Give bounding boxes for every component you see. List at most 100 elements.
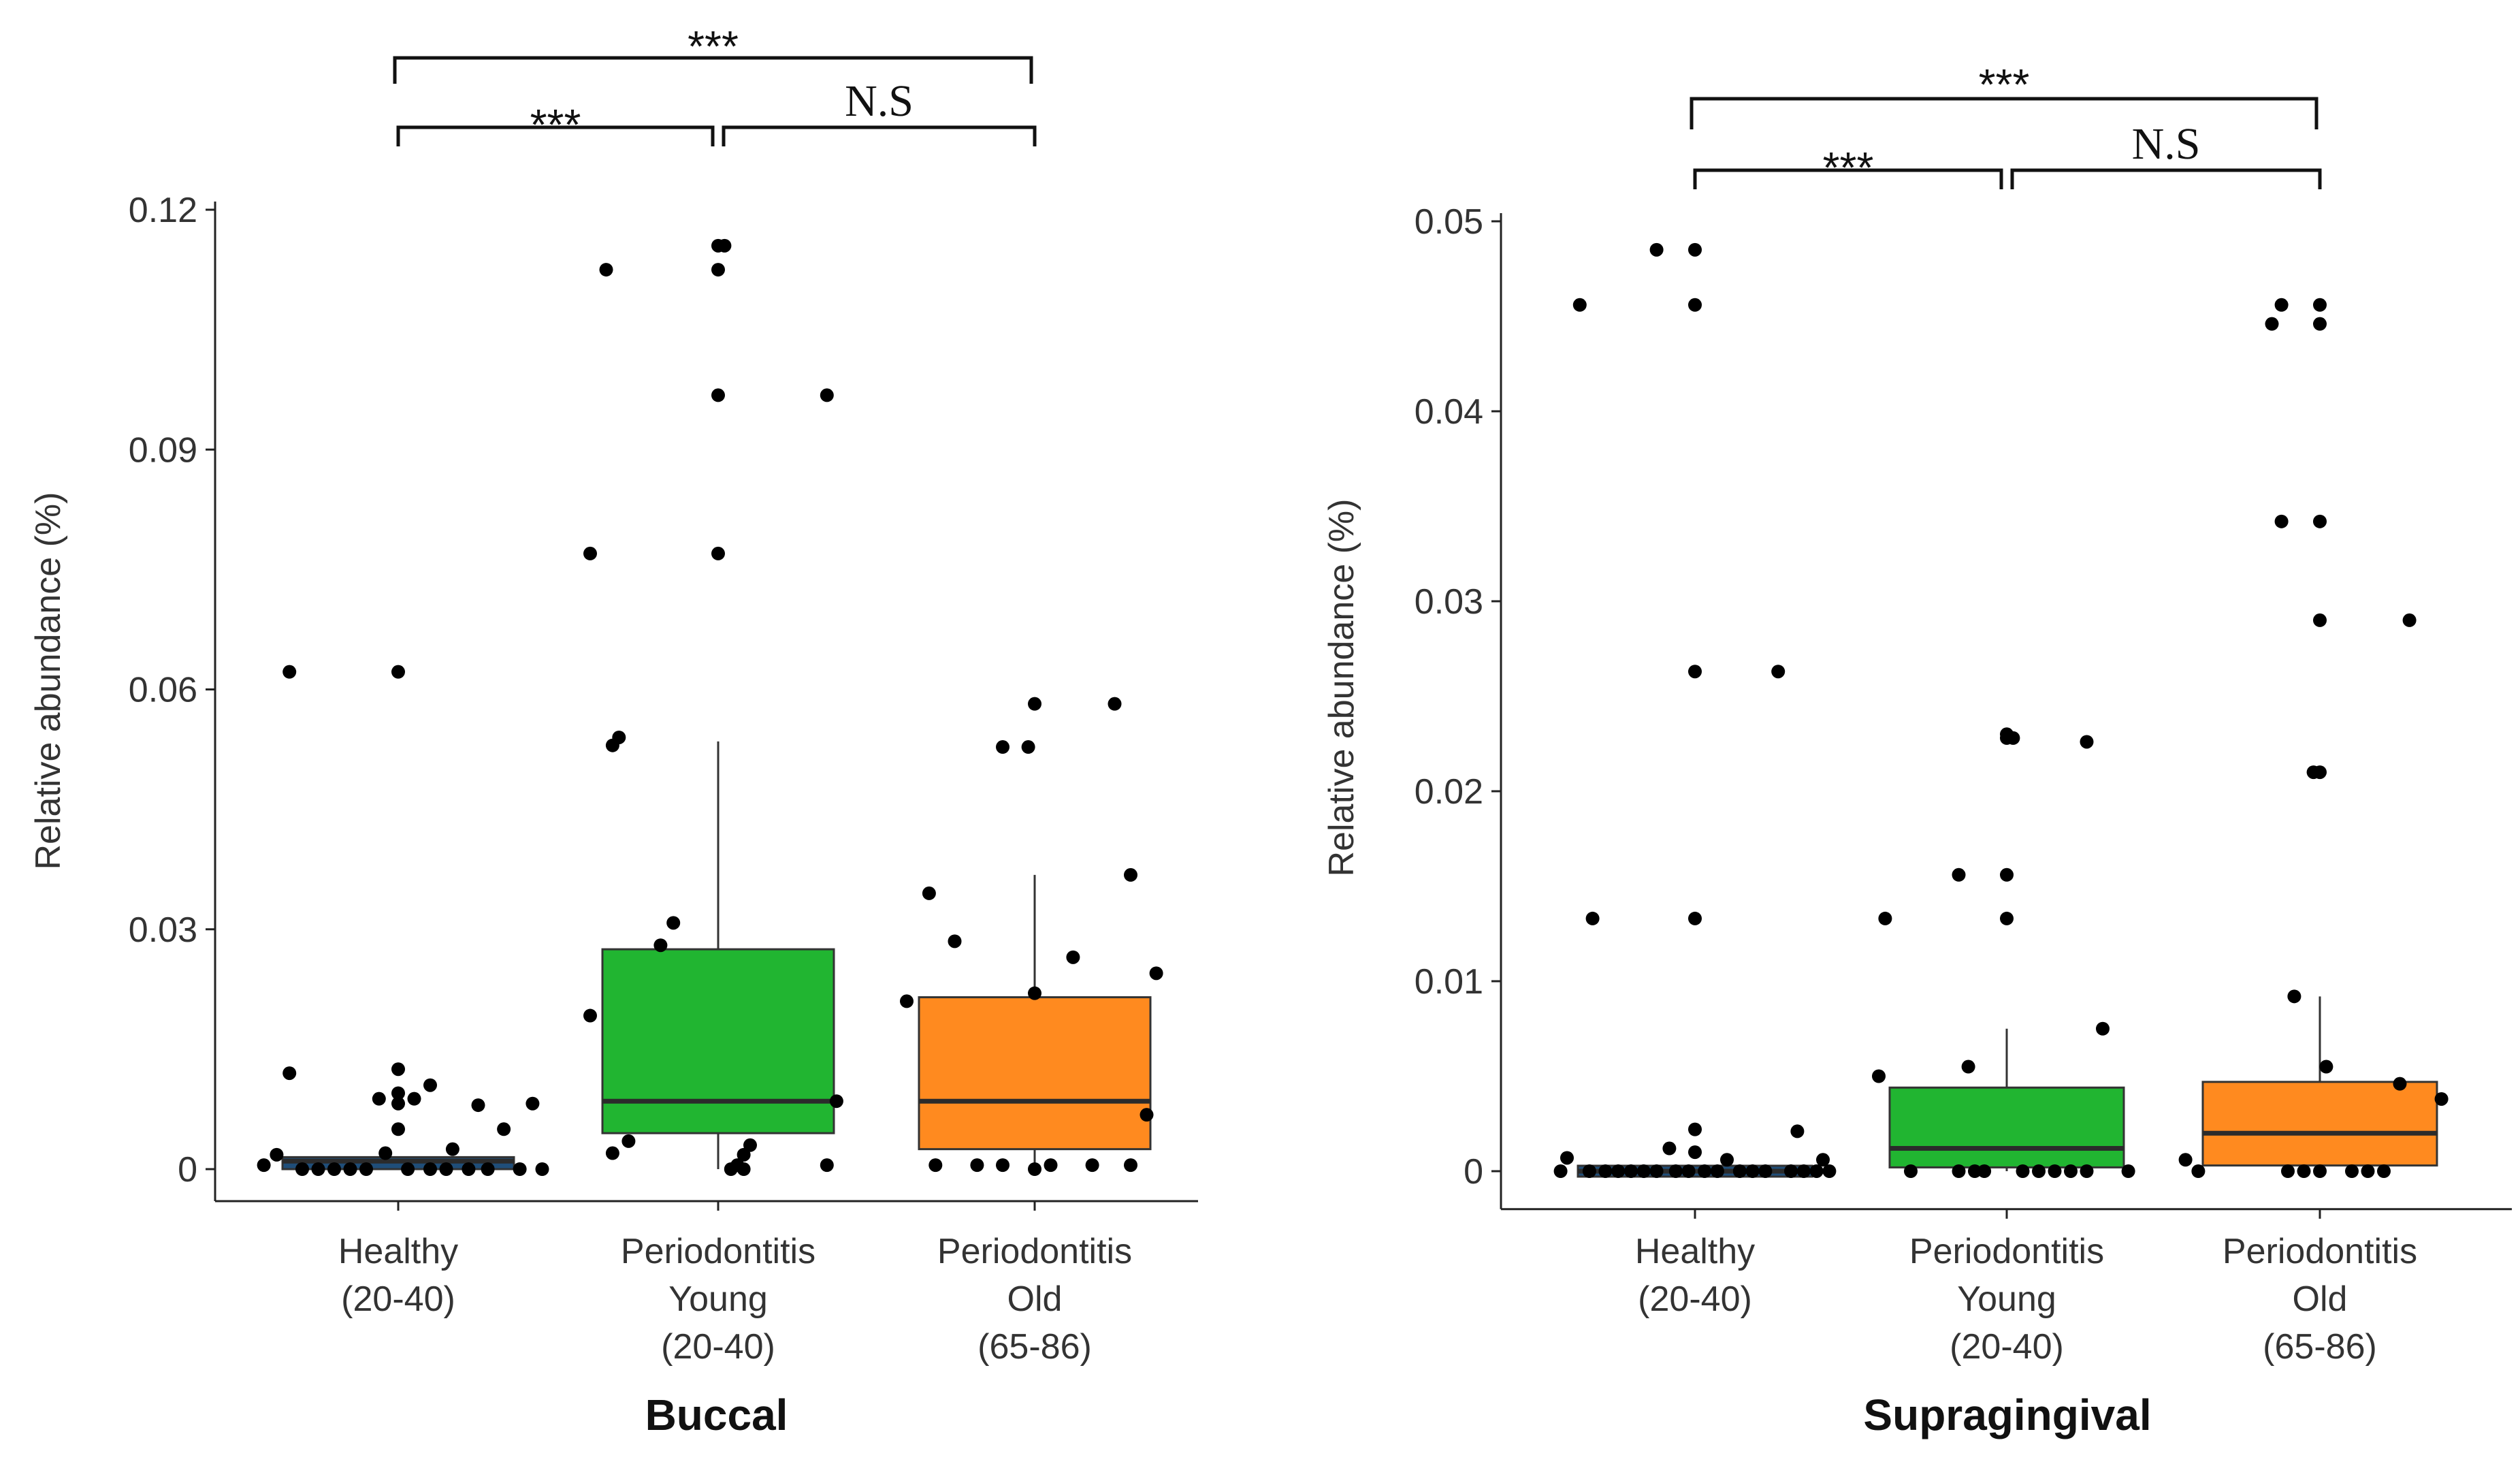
data-point	[1668, 1164, 1683, 1178]
data-point	[928, 1158, 943, 1173]
data-point	[1066, 950, 1080, 964]
data-point	[2006, 731, 2020, 745]
box	[1888, 1086, 2125, 1168]
x-tick-label: (20-40)	[1638, 1279, 1752, 1319]
data-point	[2402, 613, 2417, 627]
data-point	[2313, 514, 2327, 528]
data-point	[1553, 1164, 1568, 1178]
data-point	[1021, 740, 1035, 754]
y-tick-label: 0	[178, 1150, 197, 1190]
data-point	[481, 1162, 495, 1176]
data-point	[1124, 1158, 1137, 1173]
data-point	[1968, 1164, 1982, 1178]
data-point	[1149, 966, 1163, 981]
x-tick-label: Old	[1007, 1279, 1063, 1319]
data-point	[711, 388, 725, 402]
data-point	[1688, 911, 1702, 925]
data-point	[1124, 867, 1137, 882]
data-point	[257, 1158, 271, 1173]
y-tick-label: 0.12	[129, 191, 197, 230]
data-point	[1809, 1164, 1824, 1178]
significance-label: ***	[1979, 60, 2030, 109]
data-point	[743, 1138, 757, 1152]
data-point	[295, 1162, 309, 1176]
data-point	[445, 1142, 459, 1156]
significance-bracket	[722, 125, 1037, 146]
data-point	[711, 546, 725, 560]
data-point	[1872, 1069, 1886, 1083]
data-point	[922, 886, 936, 900]
data-point	[2000, 867, 2014, 882]
data-point	[820, 1158, 834, 1173]
data-point	[605, 1146, 619, 1160]
data-point	[1028, 1162, 1041, 1176]
data-point	[1878, 911, 1892, 925]
data-point	[1085, 1158, 1099, 1173]
data-point	[343, 1162, 357, 1176]
significance-bracket	[1693, 168, 2003, 189]
x-tick-label: (20-40)	[341, 1279, 455, 1319]
data-point	[2313, 298, 2327, 312]
data-point	[2281, 1164, 2295, 1178]
data-point	[820, 388, 834, 402]
x-tick-label: (65-86)	[2263, 1327, 2377, 1367]
data-point	[513, 1162, 527, 1176]
data-point	[1952, 867, 1966, 882]
data-point	[1688, 1122, 1702, 1136]
data-point	[1585, 911, 1600, 925]
data-point	[1732, 1164, 1747, 1178]
data-point	[2313, 613, 2327, 627]
significance-bracket	[393, 56, 1033, 84]
x-tick-label: Periodontitis	[937, 1232, 1132, 1271]
y-tick-label: 0.09	[129, 430, 197, 470]
data-point	[2080, 735, 2094, 749]
y-axis-label: Relative abundance (%)	[1322, 499, 1361, 877]
data-point	[1560, 1151, 1574, 1165]
data-point	[1688, 665, 1702, 679]
data-point	[2297, 1164, 2311, 1178]
data-point	[2306, 765, 2321, 780]
data-point	[1028, 986, 1041, 1000]
data-point	[391, 1122, 405, 1136]
data-point	[1796, 1164, 1811, 1178]
data-point	[1108, 697, 1122, 711]
data-point	[1904, 1164, 1918, 1178]
data-point	[535, 1162, 549, 1176]
data-point	[1688, 1145, 1702, 1160]
x-tick-label: Old	[2293, 1279, 2348, 1319]
data-point	[327, 1162, 341, 1176]
data-point	[423, 1162, 437, 1176]
data-point	[1952, 1164, 1966, 1178]
data-point	[391, 1086, 405, 1100]
panel-title: Supragingival	[1863, 1390, 2151, 1439]
data-point	[391, 1062, 405, 1077]
x-tick-label: Periodontitis	[2223, 1232, 2417, 1271]
x-tick-label: Periodontitis	[1909, 1232, 2104, 1271]
data-point	[2121, 1164, 2135, 1178]
significance-label: N.S	[2132, 119, 2201, 169]
data-point	[1710, 1164, 1724, 1178]
data-point	[583, 1008, 597, 1023]
data-point	[1822, 1164, 1837, 1178]
data-point	[407, 1092, 421, 1106]
data-point	[359, 1162, 373, 1176]
y-tick-label: 0.02	[1415, 772, 1483, 812]
data-point	[1961, 1060, 1975, 1074]
data-point	[1598, 1164, 1613, 1178]
data-point	[1624, 1164, 1638, 1178]
x-tick-label: Young	[1957, 1279, 2056, 1319]
data-point	[1745, 1164, 1760, 1178]
data-point	[1771, 665, 1786, 679]
x-tick-label: Young	[668, 1279, 768, 1319]
data-point	[717, 238, 732, 253]
data-point	[2265, 317, 2279, 331]
x-tick-label: (65-86)	[978, 1327, 1092, 1367]
data-point	[2080, 1164, 2094, 1178]
significance-label: N.S	[845, 76, 914, 126]
significance-bracket	[1690, 97, 2319, 129]
significance-label: ***	[530, 100, 581, 149]
y-tick-label: 0.03	[129, 910, 197, 950]
box	[2201, 1081, 2438, 1167]
data-point	[1681, 1164, 1696, 1178]
data-point	[2274, 298, 2289, 312]
